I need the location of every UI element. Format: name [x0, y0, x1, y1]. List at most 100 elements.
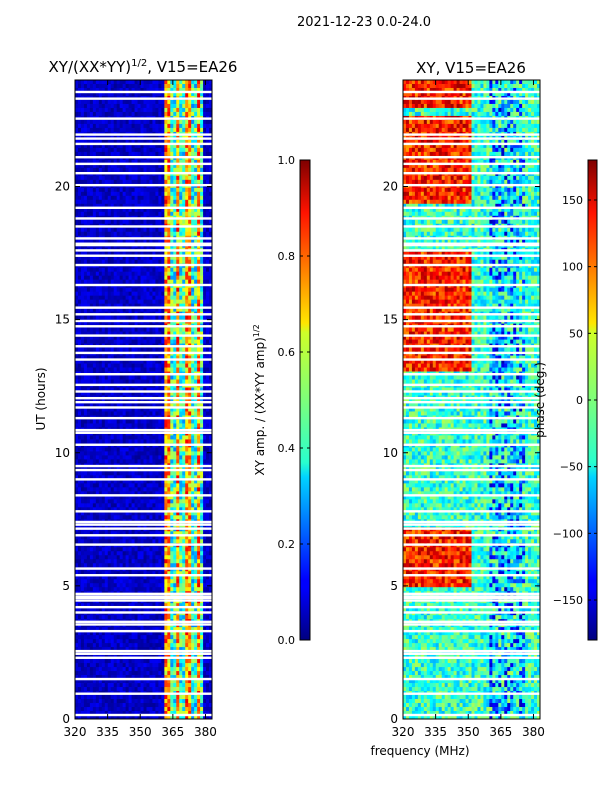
- amp-heatmap-cell: [194, 219, 198, 225]
- amp-heatmap-cell: [176, 331, 180, 336]
- amp-heatmap-cell: [173, 167, 177, 173]
- amp-heatmap-cell: [170, 199, 174, 205]
- amp-heatmap-cell: [140, 511, 144, 516]
- amp-heatmap-cell: [146, 459, 150, 464]
- amp-heatmap-cell: [197, 447, 201, 452]
- amp-heatmap-cell: [92, 143, 97, 149]
- amp-heatmap-cell: [167, 239, 171, 245]
- amp-heatmap-cell: [191, 339, 195, 344]
- amp-heatmap-cell: [197, 315, 201, 321]
- amp-heatmap-cell: [104, 147, 109, 153]
- amp-heatmap-cell: [131, 335, 135, 340]
- amp-heatmap-cell: [146, 111, 150, 117]
- amp-heatmap-cell: [125, 255, 130, 261]
- amp-heatmap-cell: [134, 267, 138, 273]
- amp-heatmap-cell: [101, 123, 106, 129]
- amp-heatmap-cell: [191, 407, 195, 412]
- amp-heatmap-cell: [107, 227, 112, 233]
- amp-heatmap-cell: [185, 487, 189, 492]
- amp-heatmap-cell: [110, 375, 115, 380]
- amp-heatmap-cell: [134, 187, 138, 193]
- amp-heatmap-cell: [134, 195, 138, 201]
- amp-heatmap-cell: [110, 331, 115, 336]
- amp-heatmap-cell: [203, 227, 207, 233]
- amp-heatmap-cell: [194, 111, 198, 117]
- amp-heatmap-cell: [140, 403, 144, 408]
- amp-heatmap-cell: [101, 387, 106, 392]
- amp-heatmap-cell: [128, 479, 132, 484]
- amp-heatmap-cell: [179, 179, 183, 185]
- amp-heatmap-cell: [194, 163, 198, 169]
- amp-heatmap-cell: [206, 487, 210, 492]
- amp-heatmap-cell: [89, 483, 94, 488]
- amp-heatmap-cell: [173, 91, 177, 97]
- amp-heatmap-cell: [200, 259, 204, 265]
- amp-heatmap-cell: [155, 199, 159, 205]
- amp-heatmap-cell: [143, 267, 147, 273]
- amp-heatmap-cell: [146, 451, 150, 456]
- amp-heatmap-cell: [98, 471, 103, 476]
- amp-heatmap-cell: [176, 87, 180, 93]
- amp-heatmap-cell: [155, 451, 159, 456]
- amp-heatmap-cell: [164, 367, 168, 372]
- amp-heatmap-cell: [77, 487, 82, 492]
- amp-heatmap-cell: [128, 347, 132, 352]
- amp-heatmap-cell: [134, 331, 138, 336]
- amp-heatmap-cell: [173, 471, 177, 476]
- amp-heatmap-cell: [146, 87, 150, 93]
- amp-heatmap-cell: [89, 259, 94, 265]
- amp-heatmap-cell: [119, 367, 124, 372]
- amp-heatmap-cell: [101, 375, 106, 380]
- amp-heatmap-cell: [95, 499, 100, 504]
- amp-heatmap-cell: [83, 219, 88, 225]
- amp-heatmap-cell: [116, 187, 121, 193]
- amp-heatmap-cell: [161, 239, 165, 245]
- amp-heatmap-cell: [194, 199, 198, 205]
- amp-heatmap-cell: [80, 119, 85, 125]
- amp-heatmap-cell: [92, 423, 97, 428]
- amp-heatmap-cell: [128, 327, 132, 332]
- amp-heatmap-cell: [92, 491, 97, 496]
- amp-heatmap-cell: [161, 375, 165, 380]
- amp-heatmap-cell: [137, 159, 141, 165]
- amp-heatmap-cell: [75, 195, 79, 201]
- amp-heatmap-cell: [119, 191, 124, 197]
- amp-heatmap-cell: [110, 407, 115, 412]
- amp-heatmap-cell: [83, 347, 88, 352]
- amp-heatmap-cell: [119, 167, 124, 173]
- amp-heatmap-cell: [173, 375, 177, 380]
- amp-heatmap-cell: [203, 83, 207, 89]
- amp-heatmap-cell: [197, 207, 201, 213]
- amp-heatmap-cell: [134, 99, 138, 105]
- amp-heatmap-cell: [77, 379, 82, 384]
- amp-heatmap-cell: [206, 459, 210, 464]
- amp-heatmap-cell: [92, 499, 97, 504]
- amp-heatmap-cell: [200, 167, 204, 173]
- amp-heatmap-cell: [140, 179, 144, 185]
- amp-heatmap-cell: [134, 507, 138, 512]
- amp-heatmap-cell: [182, 483, 186, 488]
- amp-heatmap-cell: [107, 91, 112, 97]
- amp-heatmap-cell: [182, 339, 186, 344]
- amp-heatmap-cell: [92, 275, 97, 281]
- amp-heatmap-cell: [185, 207, 189, 213]
- amp-heatmap-cell: [191, 219, 195, 225]
- amp-heatmap-cell: [104, 91, 109, 97]
- amp-heatmap-cell: [185, 259, 189, 265]
- amp-heatmap-cell: [110, 335, 115, 340]
- amp-heatmap-cell: [182, 231, 186, 237]
- amp-heatmap-cell: [86, 163, 91, 169]
- amp-heatmap-cell: [194, 271, 198, 277]
- amp-heatmap-cell: [188, 331, 192, 336]
- amp-heatmap-cell: [119, 411, 124, 416]
- amp-heatmap-cell: [134, 419, 138, 424]
- amp-heatmap-cell: [182, 199, 186, 205]
- amp-heatmap-cell: [128, 387, 132, 392]
- amp-heatmap-cell: [77, 287, 82, 293]
- amp-heatmap-cell: [86, 347, 91, 352]
- amp-heatmap-cell: [194, 211, 198, 217]
- amp-heatmap-cell: [131, 363, 135, 368]
- amp-heatmap-cell: [131, 299, 135, 305]
- amp-heatmap-cell: [140, 147, 144, 153]
- amp-heatmap-cell: [77, 80, 82, 85]
